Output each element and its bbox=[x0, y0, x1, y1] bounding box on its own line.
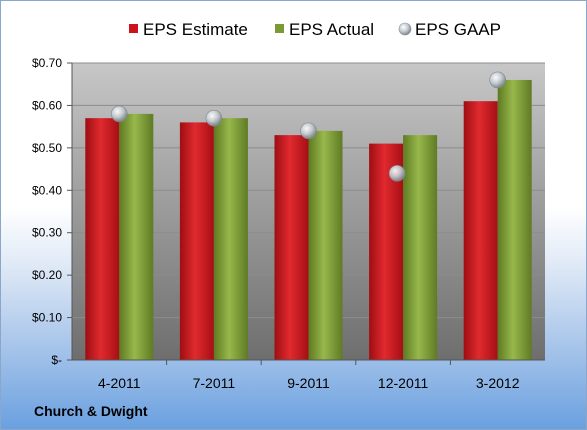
gaap-points bbox=[111, 71, 507, 182]
x-axis: 4-2011 7-2011 9-2011 12-2011 3-2012 bbox=[72, 359, 545, 391]
y-tick-label: $0.30 bbox=[32, 226, 62, 240]
legend-label-actual: EPS Actual bbox=[289, 20, 374, 39]
bar-eps-estimate bbox=[274, 135, 309, 360]
bar-eps-actual bbox=[119, 113, 154, 361]
x-category-label: 12-2011 bbox=[378, 375, 429, 391]
bars bbox=[85, 79, 532, 361]
bar-eps-estimate bbox=[179, 122, 214, 361]
legend-label-gaap: EPS GAAP bbox=[415, 20, 501, 39]
y-axis: $- $0.10 $0.20 $0.30 $0.40 $0.50 $0.60 $0.70 bbox=[32, 56, 73, 367]
legend-marker-estimate bbox=[129, 24, 138, 33]
x-category-label: 4-2011 bbox=[98, 375, 141, 391]
bar-eps-actual bbox=[497, 79, 532, 360]
legend-marker-gaap bbox=[398, 22, 412, 36]
legend: EPS Estimate EPS Actual EPS GAAP bbox=[129, 20, 501, 39]
point-eps-gaap bbox=[388, 165, 406, 182]
y-tick-label: $0.60 bbox=[32, 98, 62, 112]
x-category-label: 7-2011 bbox=[193, 375, 236, 391]
x-category-label: 3-2012 bbox=[476, 375, 520, 391]
y-tick-label: $0.20 bbox=[32, 268, 62, 282]
bar-eps-actual bbox=[308, 130, 343, 360]
company-name: Church & Dwight bbox=[34, 403, 148, 419]
y-tick-label: $0.50 bbox=[32, 141, 62, 155]
bar-eps-actual bbox=[213, 118, 248, 361]
y-tick-label: $0.10 bbox=[32, 311, 62, 325]
x-category-label: 9-2011 bbox=[287, 375, 330, 391]
legend-marker-actual bbox=[275, 24, 284, 33]
y-tick-label: $0.40 bbox=[32, 183, 62, 197]
bar-eps-estimate bbox=[85, 118, 120, 361]
y-tick-label: $- bbox=[51, 353, 62, 367]
point-eps-gaap bbox=[300, 122, 317, 140]
point-eps-gaap bbox=[205, 109, 223, 127]
bar-eps-estimate bbox=[463, 101, 498, 360]
point-eps-gaap bbox=[489, 71, 507, 89]
y-tick-label: $0.70 bbox=[32, 56, 62, 70]
bar-eps-actual bbox=[403, 135, 438, 360]
legend-label-estimate: EPS Estimate bbox=[143, 20, 248, 39]
point-eps-gaap bbox=[111, 105, 128, 123]
